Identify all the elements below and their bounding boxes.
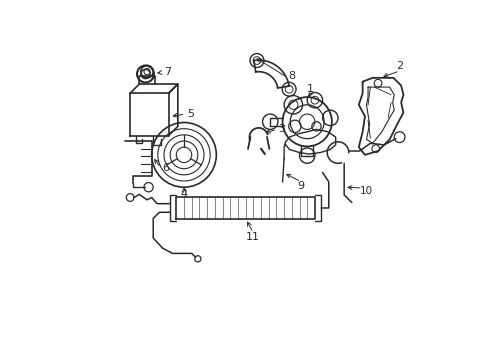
Text: 3: 3 xyxy=(277,125,285,134)
Text: 6: 6 xyxy=(162,163,169,173)
Text: 8: 8 xyxy=(287,71,294,81)
Text: 4: 4 xyxy=(180,189,187,199)
Text: 11: 11 xyxy=(246,232,260,242)
Text: 9: 9 xyxy=(297,181,304,191)
Text: 1: 1 xyxy=(306,84,313,94)
Text: 7: 7 xyxy=(163,67,171,77)
Text: 5: 5 xyxy=(187,109,194,119)
Text: 2: 2 xyxy=(395,61,402,71)
Text: 10: 10 xyxy=(359,186,372,196)
